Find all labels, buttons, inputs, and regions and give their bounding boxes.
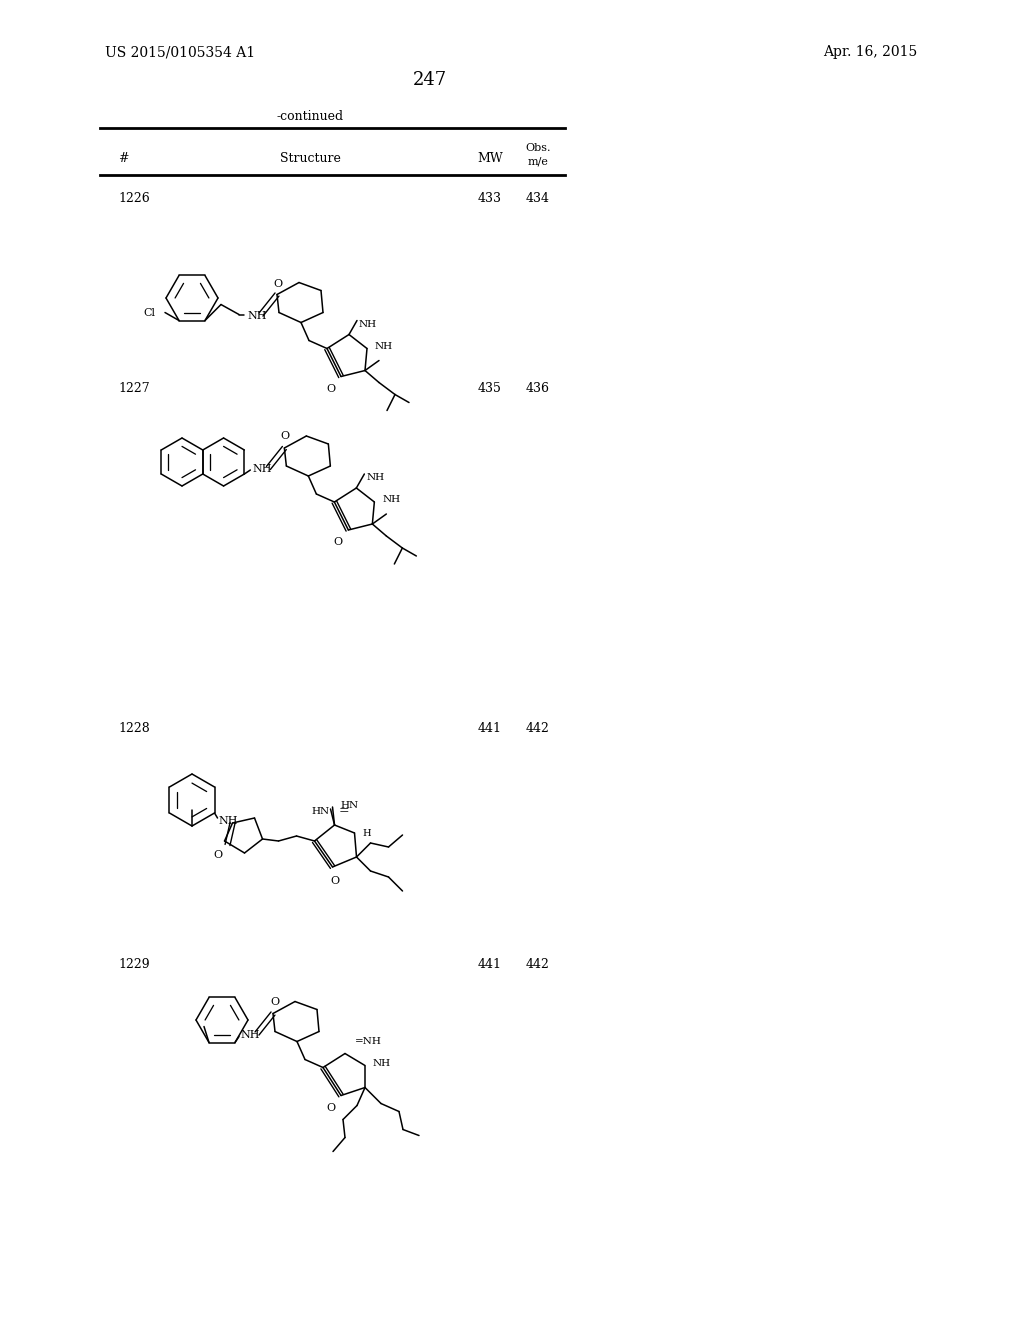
Text: MW: MW bbox=[477, 152, 503, 165]
Text: O: O bbox=[334, 537, 343, 546]
Text: HN: HN bbox=[341, 800, 358, 809]
Text: NH: NH bbox=[382, 495, 400, 504]
Text: 1228: 1228 bbox=[118, 722, 150, 734]
Text: O: O bbox=[213, 850, 222, 861]
Text: NH: NH bbox=[367, 474, 384, 483]
Text: 435: 435 bbox=[478, 381, 502, 395]
Text: m/e: m/e bbox=[527, 157, 549, 168]
Text: 436: 436 bbox=[526, 381, 550, 395]
Text: H: H bbox=[362, 829, 371, 837]
Text: 1227: 1227 bbox=[118, 381, 150, 395]
Text: NH: NH bbox=[252, 465, 271, 474]
Text: Obs.: Obs. bbox=[525, 143, 551, 153]
Text: =NH: =NH bbox=[355, 1038, 382, 1045]
Text: 247: 247 bbox=[413, 71, 447, 88]
Text: 433: 433 bbox=[478, 191, 502, 205]
Text: O: O bbox=[327, 1102, 336, 1113]
Text: O: O bbox=[273, 279, 283, 289]
Text: NH: NH bbox=[240, 1030, 259, 1040]
Text: Cl: Cl bbox=[143, 308, 155, 318]
Text: NH: NH bbox=[375, 342, 393, 351]
Text: 442: 442 bbox=[526, 958, 550, 972]
Text: NH: NH bbox=[218, 816, 238, 826]
Text: #: # bbox=[118, 152, 128, 165]
Text: 442: 442 bbox=[526, 722, 550, 734]
Text: Apr. 16, 2015: Apr. 16, 2015 bbox=[823, 45, 918, 59]
Text: O: O bbox=[327, 384, 336, 393]
Text: NH: NH bbox=[359, 319, 377, 329]
Text: -continued: -continued bbox=[276, 110, 344, 123]
Text: O: O bbox=[330, 876, 339, 886]
Text: Structure: Structure bbox=[280, 152, 340, 165]
Text: O: O bbox=[270, 997, 280, 1007]
Text: 1229: 1229 bbox=[118, 958, 150, 972]
Text: NH: NH bbox=[373, 1059, 391, 1068]
Text: 434: 434 bbox=[526, 191, 550, 205]
Text: HN: HN bbox=[311, 807, 330, 816]
Text: 441: 441 bbox=[478, 958, 502, 972]
Text: =: = bbox=[339, 804, 349, 817]
Text: NH: NH bbox=[247, 310, 266, 321]
Text: O: O bbox=[281, 432, 290, 441]
Text: 1226: 1226 bbox=[118, 191, 150, 205]
Text: 441: 441 bbox=[478, 722, 502, 734]
Text: US 2015/0105354 A1: US 2015/0105354 A1 bbox=[105, 45, 255, 59]
